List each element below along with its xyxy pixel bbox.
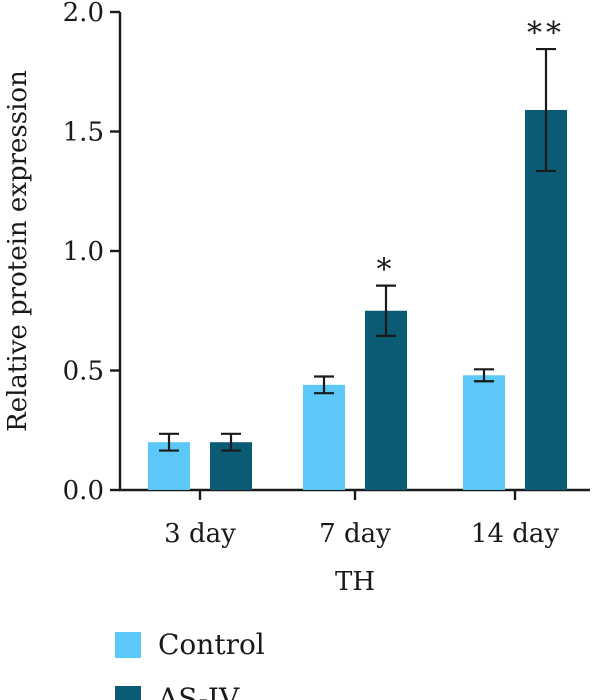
significance-markers: ***	[377, 16, 565, 288]
legend: Control AS-IV	[115, 628, 265, 700]
error-bar	[474, 368, 494, 383]
bar-control	[463, 375, 505, 490]
legend-label: AS-IV	[157, 682, 240, 700]
y-tick-label: 1.0	[63, 237, 104, 267]
bar-as-iv	[365, 310, 407, 490]
significance-marker: **	[527, 16, 565, 51]
error-bar	[314, 375, 334, 395]
axis-lines	[118, 12, 590, 492]
axes: 0.0 0.5 1.0 1.5 2.0 3 day 7 day 14 day	[63, 0, 590, 549]
bar-control	[303, 384, 345, 490]
x-tick-label: 7 day	[319, 519, 391, 549]
significance-marker: *	[377, 253, 396, 288]
y-tick-label: 0.0	[63, 476, 104, 506]
y-tick-label: 0.5	[63, 357, 104, 387]
error-bar	[159, 432, 179, 452]
y-tick-label: 1.5	[63, 118, 104, 148]
x-tick-label: 3 day	[164, 519, 236, 549]
legend-label: Control	[158, 628, 265, 661]
x-axis-title: TH	[335, 567, 375, 597]
error-bar	[376, 284, 396, 337]
legend-swatch	[115, 686, 141, 700]
y-axis-title: Relative protein expression	[3, 70, 33, 432]
x-tick-label: 14 day	[471, 519, 559, 549]
bar-as-iv	[525, 109, 567, 491]
bars	[148, 109, 567, 491]
error-bars	[159, 47, 556, 452]
legend-swatch	[115, 632, 141, 658]
error-bar	[536, 47, 556, 173]
error-bar	[221, 432, 241, 452]
y-tick-label: 2.0	[63, 0, 104, 28]
